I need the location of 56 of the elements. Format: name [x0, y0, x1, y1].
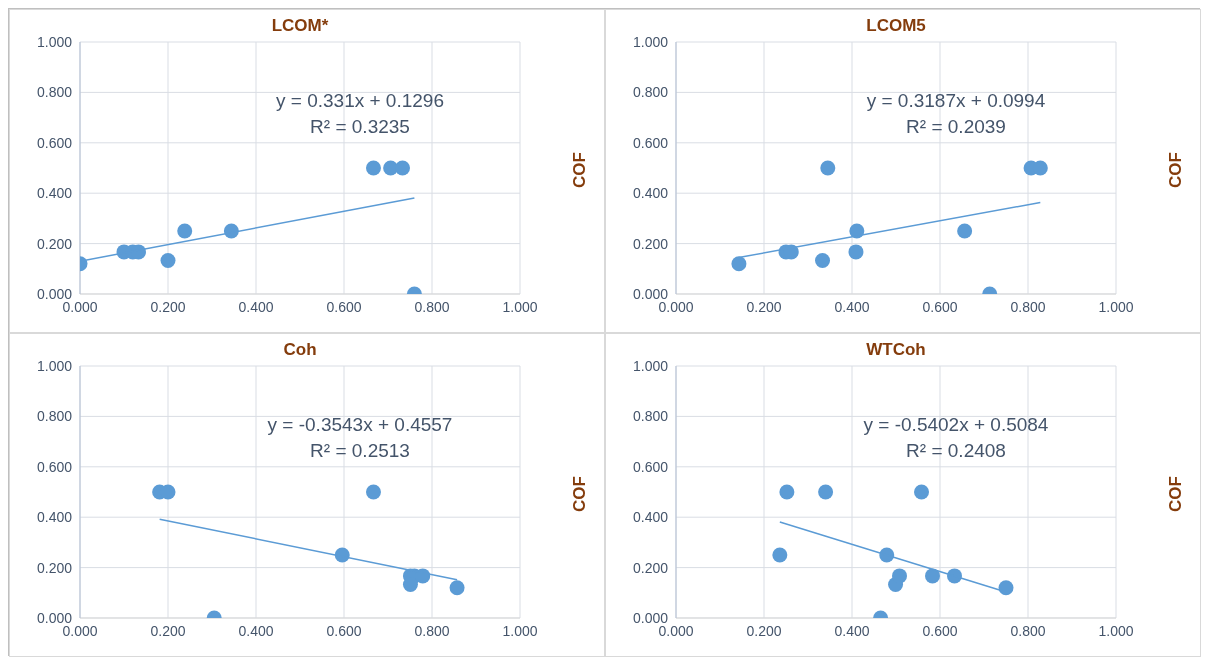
y-axis-title: COF	[1165, 152, 1186, 188]
x-tick-label: 0.400	[238, 298, 274, 315]
y-axis-title: COF	[569, 152, 590, 188]
y-tick-label: 0.800	[632, 84, 669, 101]
annotation: y = -0.5402x + 0.5084	[862, 413, 1050, 437]
y-tick-label: 0.400	[36, 509, 73, 526]
y-tick-label: 1.000	[632, 357, 669, 374]
x-tick-label: 0.200	[746, 622, 782, 639]
annotation: y = -0.3543x + 0.4557	[266, 413, 454, 437]
x-tick-label: 1.000	[1098, 298, 1134, 315]
x-tick-label: 1.000	[1098, 622, 1134, 639]
y-tick-label: 1.000	[36, 33, 73, 50]
x-tick-label: 0.200	[150, 298, 186, 315]
y-tick-label: 0.200	[632, 235, 669, 252]
chart-title: LCOM*	[271, 16, 329, 35]
x-tick-label: 1.000	[502, 622, 538, 639]
annotation: R² = 0.3235	[309, 115, 411, 139]
x-tick-label: 0.600	[326, 298, 362, 315]
x-tick-label: 0.600	[326, 622, 362, 639]
chart-title: WTCoh	[866, 340, 926, 359]
y-tick-label: 0.600	[36, 458, 73, 475]
y-tick-label: 0.400	[36, 185, 73, 202]
chart-title: LCOM5	[866, 16, 926, 35]
x-tick-label: 1.000	[502, 298, 538, 315]
y-tick-label: 0.200	[36, 559, 73, 576]
annotation: R² = 0.2408	[905, 439, 1007, 463]
x-tick-label: 0.800	[414, 298, 450, 315]
x-tick-label: 0.800	[414, 622, 450, 639]
annotation: R² = 0.2039	[905, 115, 1007, 139]
chart-title: Coh	[283, 340, 317, 359]
x-tick-label: 0.400	[834, 622, 870, 639]
x-tick-label: 0.400	[834, 298, 870, 315]
x-tick-label: 0.200	[746, 298, 782, 315]
y-tick-label: 0.200	[632, 559, 669, 576]
y-tick-label: 0.800	[36, 84, 73, 101]
y-tick-label: 0.400	[632, 185, 669, 202]
x-tick-label: 0.800	[1010, 622, 1046, 639]
y-tick-label: 0.600	[632, 134, 669, 151]
annotation: y = 0.331x + 0.1296	[275, 89, 445, 113]
x-tick-label: 0.800	[1010, 298, 1046, 315]
x-tick-label: 0.200	[150, 622, 186, 639]
y-tick-label: 0.600	[632, 458, 669, 475]
y-tick-label: 0.800	[36, 408, 73, 425]
y-tick-label: 0.800	[632, 408, 669, 425]
annotation: R² = 0.2513	[309, 439, 411, 463]
y-tick-label: 0.600	[36, 134, 73, 151]
y-tick-label: 1.000	[632, 33, 669, 50]
x-tick-label: 0.400	[238, 622, 274, 639]
y-tick-label: 0.400	[632, 509, 669, 526]
x-tick-label: 0.600	[922, 298, 958, 315]
y-tick-label: 0.200	[36, 235, 73, 252]
annotation: y = 0.3187x + 0.0994	[865, 89, 1047, 113]
x-tick-label: 0.600	[922, 622, 958, 639]
y-axis-title: COF	[1165, 476, 1186, 512]
y-axis-title: COF	[569, 476, 590, 512]
y-tick-label: 1.000	[36, 357, 73, 374]
